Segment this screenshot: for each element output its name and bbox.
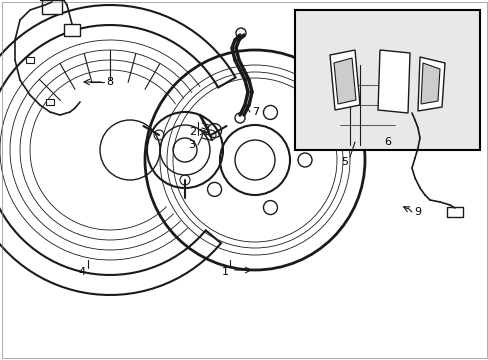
Bar: [42, 0, 62, 14]
Bar: [399, 97, 417, 113]
Bar: [294, 10, 479, 150]
Bar: [26, 57, 34, 63]
Polygon shape: [377, 50, 409, 113]
Polygon shape: [417, 57, 444, 111]
Text: 3: 3: [188, 140, 195, 150]
Text: 9: 9: [414, 207, 421, 217]
Circle shape: [236, 28, 245, 38]
Text: 1: 1: [221, 267, 228, 277]
Polygon shape: [339, 65, 404, 145]
Polygon shape: [420, 63, 439, 104]
Text: 7: 7: [252, 107, 259, 117]
Polygon shape: [329, 50, 359, 110]
Bar: [64, 24, 80, 36]
Text: 8: 8: [106, 77, 113, 87]
Polygon shape: [333, 58, 355, 104]
Text: 6: 6: [384, 137, 391, 147]
Bar: [446, 207, 462, 217]
Text: 5: 5: [341, 157, 348, 167]
Bar: [46, 99, 54, 105]
Text: 4: 4: [78, 267, 85, 277]
Polygon shape: [0, 5, 235, 295]
Circle shape: [235, 113, 244, 123]
Text: 2: 2: [189, 127, 196, 137]
